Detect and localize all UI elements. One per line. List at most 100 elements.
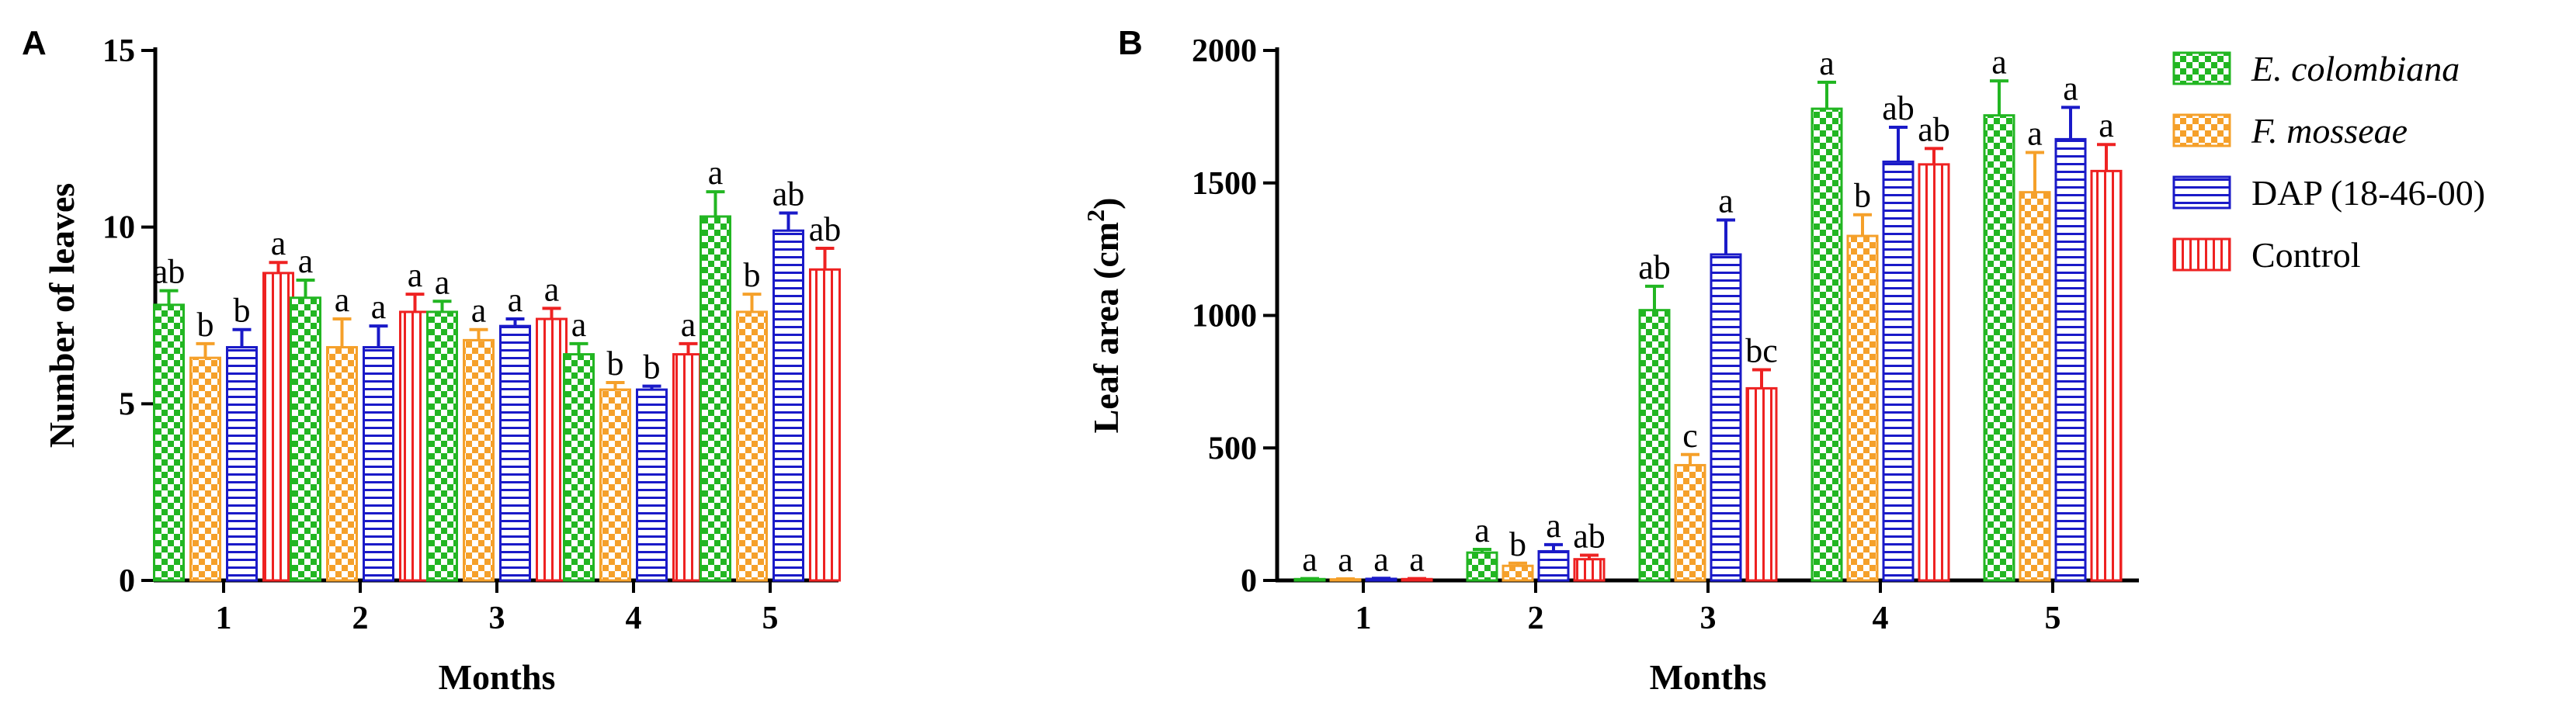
significance-label: a xyxy=(335,281,350,319)
bar-e-colombiana xyxy=(153,303,185,582)
significance-label: b xyxy=(744,256,761,294)
significance-label: bc xyxy=(1745,332,1778,370)
y-axis-title: Number of leaves xyxy=(42,183,82,449)
legend-swatch-control xyxy=(2172,237,2231,272)
significance-label: a xyxy=(371,288,387,326)
significance-label: b xyxy=(1509,525,1526,563)
panel-letter: B xyxy=(1118,24,1143,62)
significance-label: ab xyxy=(1638,248,1671,286)
significance-label: a xyxy=(298,242,314,280)
significance-label: ab xyxy=(1882,89,1915,127)
significance-label: a xyxy=(681,306,696,344)
significance-label: a xyxy=(708,154,724,192)
bar-f-mosseae xyxy=(326,345,358,582)
significance-label: a xyxy=(2099,106,2114,144)
significance-label: b xyxy=(607,345,624,383)
bar-e-colombiana xyxy=(1638,309,1671,582)
significance-label: a xyxy=(471,292,487,330)
significance-label: ab xyxy=(153,253,186,291)
panel-letter: A xyxy=(22,24,47,62)
significance-label: ab xyxy=(772,175,805,213)
significance-label: a xyxy=(1546,507,1561,545)
y-tick-label: 10 xyxy=(102,210,135,246)
bar-e-colombiana xyxy=(1983,114,2015,582)
significance-label: a xyxy=(571,306,587,344)
significance-label: a xyxy=(1302,541,1318,579)
bar-control xyxy=(1918,163,1950,582)
significance-label: a xyxy=(1991,43,2007,81)
significance-label: a xyxy=(1409,541,1425,579)
bar-f-mosseae xyxy=(189,356,221,582)
bar-e-colombiana xyxy=(1810,107,1843,582)
bar-e-colombiana xyxy=(290,296,321,582)
y-tick-label: 500 xyxy=(1208,431,1257,466)
significance-label: a xyxy=(508,281,523,319)
legend-label-control: Control xyxy=(2251,235,2361,275)
y-tick-label: 1500 xyxy=(1192,166,1257,202)
bar-e-colombiana xyxy=(563,353,595,582)
bar-f-mosseae xyxy=(1846,234,1879,582)
legend: E. colombiana F. mosseae DAP (18-46-00) Con… xyxy=(2172,49,2485,275)
x-tick-label: 1 xyxy=(216,601,232,636)
bar-dap-18-46-00 xyxy=(1537,549,1570,582)
x-tick-label: 4 xyxy=(1873,601,1889,636)
bar-control xyxy=(1573,558,1606,582)
significance-label: b xyxy=(234,292,251,330)
bar-dap-18-46-00 xyxy=(2054,137,2087,582)
bar-e-colombiana xyxy=(1466,551,1498,582)
significance-label: a xyxy=(1819,44,1835,82)
bar-dap-18-46-00 xyxy=(499,324,531,582)
x-tick-label: 5 xyxy=(2045,601,2061,636)
x-tick-label: 3 xyxy=(489,601,505,636)
significance-label: a xyxy=(2027,114,2043,152)
significance-label: a xyxy=(544,270,560,308)
significance-label: a xyxy=(435,263,450,301)
x-tick-label: 2 xyxy=(352,601,369,636)
bar-e-colombiana xyxy=(700,215,731,582)
y-tick-label: 0 xyxy=(119,563,135,599)
bar-f-mosseae xyxy=(736,310,768,582)
bar-control xyxy=(2090,169,2123,582)
y-tick-label: 5 xyxy=(119,386,135,422)
bar-control xyxy=(399,310,431,582)
y-tick-label: 1000 xyxy=(1192,299,1257,334)
bar-f-mosseae xyxy=(2019,191,2051,582)
bar-dap-18-46-00 xyxy=(226,345,258,582)
significance-label: a xyxy=(1718,182,1734,220)
bar-dap-18-46-00 xyxy=(772,229,804,582)
legend-swatch-e-colombiana xyxy=(2172,51,2231,85)
legend-label-f-mosseae: F. mosseae xyxy=(2251,111,2408,151)
bar-control xyxy=(1745,386,1778,582)
y-tick-label: 0 xyxy=(1241,563,1257,599)
significance-label: c xyxy=(1682,417,1698,455)
bar-e-colombiana xyxy=(426,310,458,582)
legend-swatch-dap-18-46-00 xyxy=(2172,175,2231,210)
bar-dap-18-46-00 xyxy=(1882,160,1915,582)
significance-label: a xyxy=(1338,541,1353,579)
x-tick-label: 3 xyxy=(1700,601,1717,636)
bar-dap-18-46-00 xyxy=(363,345,394,582)
bar-dap-18-46-00 xyxy=(636,388,668,582)
significance-label: a xyxy=(271,224,286,262)
significance-label: ab xyxy=(809,210,842,248)
significance-label: a xyxy=(2063,69,2078,107)
significance-label: b xyxy=(197,306,214,344)
y-axis-title: Leaf area (cm2) xyxy=(1081,198,1126,434)
significance-label: ab xyxy=(1573,518,1606,556)
significance-label: b xyxy=(644,348,661,386)
significance-label: ab xyxy=(1918,110,1950,148)
x-tick-label: 5 xyxy=(762,601,779,636)
bar-f-mosseae xyxy=(1502,564,1534,582)
bar-control xyxy=(262,272,294,582)
bar-dap-18-46-00 xyxy=(1710,253,1742,582)
bar-control xyxy=(809,268,841,582)
y-tick-label: 15 xyxy=(102,33,135,69)
significance-label: a xyxy=(1373,540,1389,578)
x-axis-title: Months xyxy=(439,657,556,697)
bar-f-mosseae xyxy=(463,338,495,582)
legend-label-e-colombiana: E. colombiana xyxy=(2251,49,2460,88)
